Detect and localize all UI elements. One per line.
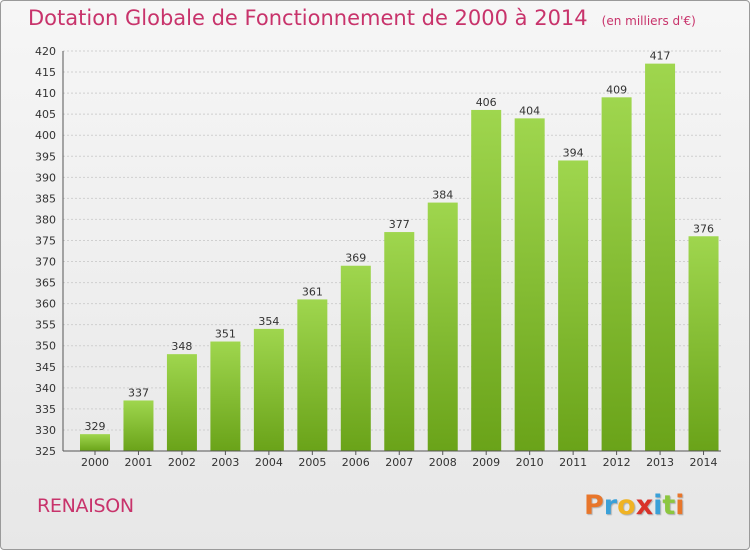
y-tick-label: 330: [35, 424, 56, 437]
y-tick-label: 360: [35, 298, 56, 311]
x-tick-label: 2014: [690, 456, 718, 469]
axes: 325 330 335 340 345 350 355 360 365 370 375 380 385 3…: [35, 45, 721, 469]
y-tick-label: 340: [35, 382, 56, 395]
bar-value-label: 351: [215, 328, 236, 341]
x-tick-label: 2005: [298, 456, 326, 469]
logo-letter: o: [617, 490, 636, 521]
x-tick-label: 2001: [124, 456, 152, 469]
y-tick-label: 355: [35, 319, 56, 332]
logo-letter: t: [662, 490, 676, 521]
bar-value-label: 377: [389, 218, 410, 231]
bar: [601, 97, 632, 451]
bar: [253, 328, 284, 451]
bar: [123, 400, 154, 451]
bar: [558, 160, 589, 451]
y-tick-label: 345: [35, 361, 56, 374]
bar: [645, 63, 676, 451]
bar-value-label: 354: [258, 315, 279, 328]
bar-value-label: 394: [563, 146, 584, 159]
y-tick-label: 370: [35, 256, 56, 269]
x-tick-label: 2012: [603, 456, 631, 469]
bar-value-label: 369: [345, 252, 366, 265]
bar-value-label: 348: [171, 340, 192, 353]
x-tick-label: 2011: [559, 456, 587, 469]
bar-value-label: 337: [128, 386, 149, 399]
y-tick-label: 380: [35, 213, 56, 226]
x-tick-label: 2008: [429, 456, 457, 469]
bar: [384, 232, 415, 451]
bar-value-label: 417: [650, 50, 671, 63]
y-tick-label: 350: [35, 340, 56, 353]
x-tick-label: 2006: [342, 456, 370, 469]
bar: [427, 202, 458, 451]
bar-value-label: 329: [85, 420, 106, 433]
bar: [471, 109, 502, 452]
y-tick-label: 385: [35, 192, 56, 205]
x-tick-label: 2009: [472, 456, 500, 469]
chart-title-text: Dotation Globale de Fonctionnement de 20…: [28, 6, 588, 30]
logo-letter: r: [603, 490, 618, 521]
bar-value-label: 409: [606, 83, 627, 96]
logo-letter: P: [584, 490, 604, 521]
bar: [514, 118, 545, 452]
x-tick-label: 2003: [211, 456, 239, 469]
logo-letter: i: [675, 490, 685, 521]
commune-name: RENAISON: [37, 495, 134, 517]
bar-value-label: 404: [519, 104, 540, 117]
y-tick-label: 420: [35, 45, 56, 58]
bar-value-label: 384: [432, 189, 453, 202]
bar: [166, 354, 197, 451]
chart-title: Dotation Globale de Fonctionnement de 20…: [28, 6, 696, 30]
chart-subtitle: (en milliers d'€): [601, 14, 696, 28]
x-tick-label: 2010: [516, 456, 544, 469]
x-tick-label: 2004: [255, 456, 283, 469]
bar-value-label: 376: [693, 222, 714, 235]
y-tick-label: 390: [35, 171, 56, 184]
y-tick-label: 375: [35, 234, 56, 247]
y-tick-label: 335: [35, 403, 56, 416]
logo-letter: i: [653, 490, 663, 521]
y-tick-label: 325: [35, 445, 56, 458]
y-tick-label: 415: [35, 66, 56, 79]
x-tick-label: 2000: [81, 456, 109, 469]
bar: [80, 434, 110, 451]
logo-letter: x: [635, 490, 654, 521]
bar: [297, 299, 328, 451]
x-tick-label: 2002: [168, 456, 196, 469]
y-tick-label: 365: [35, 277, 56, 290]
x-tick-label: 2007: [385, 456, 413, 469]
y-tick-label: 410: [35, 87, 56, 100]
bar-value-label: 406: [476, 96, 497, 109]
bar: [340, 265, 371, 451]
bar: [688, 236, 719, 451]
y-tick-label: 405: [35, 108, 56, 121]
bar: [210, 341, 241, 451]
x-tick-label: 2013: [646, 456, 674, 469]
y-tick-label: 400: [35, 129, 56, 142]
proxiti-logo: Proxiti: [584, 490, 685, 521]
y-tick-label: 395: [35, 150, 56, 163]
bar-value-label: 361: [302, 285, 323, 298]
bars: 329 337 348 351 354 361 369 377 384 406 404 394 409 4…: [80, 50, 719, 452]
